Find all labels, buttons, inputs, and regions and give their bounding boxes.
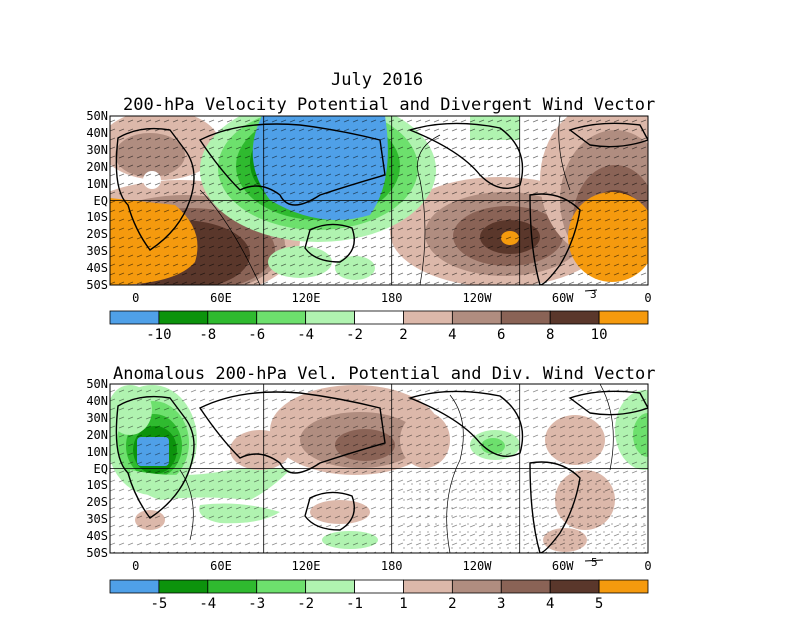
colorbar-swatch — [403, 579, 453, 594]
figure-title-date: July 2016 — [331, 70, 424, 90]
lat-tick-label: 40N — [86, 393, 108, 408]
lat-tick-label: 40S — [86, 529, 108, 544]
panel2-vector-ref-arrow — [584, 559, 604, 562]
lon-tick-label: 0 — [644, 559, 652, 573]
panel1-vector-ref-arrow — [584, 289, 598, 292]
lat-tick-label: 10N — [86, 176, 108, 191]
colorbar-tick-label: 3 — [497, 596, 506, 612]
colorbar-tick-label: -3 — [248, 596, 266, 612]
lat-tick-label: 10N — [86, 444, 108, 459]
colorbar-tick-label: -8 — [199, 327, 217, 343]
colorbar-tick-label: -1 — [346, 596, 363, 612]
colorbar-swatch — [256, 579, 307, 594]
panel1-frame — [109, 115, 649, 286]
colorbar-tick-label: 8 — [545, 327, 555, 343]
lat-tick-label: 20N — [86, 427, 108, 442]
panel1-contours — [199, 116, 571, 285]
colorbar-swatch — [403, 310, 453, 325]
lat-tick-label: EQ — [93, 461, 108, 476]
colorbar-swatch — [451, 310, 502, 325]
lat-tick-label: 40N — [86, 125, 108, 140]
lon-tick-label: 60E — [210, 291, 232, 305]
lat-tick-label: EQ — [93, 193, 108, 208]
colorbar-swatch — [305, 579, 355, 594]
colorbar-tick-label: -6 — [248, 327, 266, 343]
colorbar-tick-label: 4 — [545, 596, 555, 612]
colorbar-tick-label: -5 — [150, 596, 168, 612]
lat-tick-label: 50S — [86, 546, 108, 560]
colorbar-tick-label: -10 — [146, 327, 172, 343]
lat-tick-label: 30S — [86, 244, 108, 259]
colorbar-tick-label: 5 — [594, 596, 604, 612]
colorbar-swatch — [207, 579, 258, 594]
colorbar-tick-label: 10 — [590, 327, 608, 343]
lon-tick-label: 120E — [291, 559, 321, 573]
lat-tick-label: 20S — [86, 227, 108, 242]
colorbar-tick-label: -2 — [297, 596, 315, 612]
colorbar-tick-label: 2 — [448, 596, 457, 612]
colorbar-swatch — [109, 579, 160, 594]
panel2-title: Anomalous 200-hPa Vel. Potential and Div… — [113, 364, 656, 384]
lat-tick-label: 30N — [86, 142, 108, 157]
lat-tick-label: 10S — [86, 210, 108, 225]
colorbar-swatch — [158, 310, 209, 325]
lat-tick-label: 30S — [86, 512, 108, 527]
colorbar-swatch — [158, 579, 209, 594]
lon-tick-label: 0 — [644, 291, 652, 305]
lon-tick-label: 120W — [462, 291, 492, 305]
colorbar-swatch — [207, 310, 258, 325]
colorbar-swatch — [500, 310, 551, 325]
colorbar-tick-label: 4 — [448, 327, 457, 343]
colorbar-swatch — [598, 310, 649, 325]
lon-tick-label: 0 — [132, 291, 140, 305]
lon-tick-label: 60W — [551, 559, 574, 573]
colorbar-tick-label: 1 — [399, 596, 408, 612]
lat-tick-label: 30N — [86, 410, 108, 425]
colorbar-swatch — [109, 310, 160, 325]
panel1-title: 200-hPa Velocity Potential and Divergent… — [123, 95, 656, 115]
lat-tick-label: 50N — [86, 109, 108, 123]
colorbar-swatch — [549, 579, 600, 594]
lat-tick-label: 20N — [86, 159, 108, 174]
colorbar-tick-label: 6 — [497, 327, 506, 343]
panel1-vector-ref-label: 3 — [590, 288, 597, 301]
lat-tick-label: 10S — [86, 478, 108, 493]
lon-tick-label: 120E — [291, 291, 321, 305]
lon-tick-label: 60E — [210, 559, 232, 573]
colorbar-tick-label: 2 — [399, 327, 408, 343]
panel2-vector-ref-label: 5 — [591, 556, 598, 569]
colorbar-swatch — [305, 310, 355, 325]
lon-tick-label: 60W — [551, 291, 574, 305]
colorbar-tick-label: -2 — [346, 327, 363, 343]
colorbar-swatch — [354, 310, 404, 325]
lat-tick-label: 20S — [86, 495, 108, 510]
panel1-colorbar — [109, 310, 649, 325]
lat-tick-label: 50N — [86, 377, 108, 391]
colorbar-swatch — [549, 310, 600, 325]
panel2-colorbar — [109, 579, 649, 594]
lon-tick-label: 180 — [380, 559, 403, 573]
panel2-frame — [109, 383, 649, 554]
panel2-contours — [179, 384, 614, 553]
lon-tick-label: 180 — [380, 291, 403, 305]
colorbar-tick-label: -4 — [297, 327, 315, 343]
colorbar-swatch — [256, 310, 307, 325]
colorbar-swatch — [598, 579, 649, 594]
lon-tick-label: 0 — [132, 559, 140, 573]
panel1-map — [110, 116, 648, 285]
panel2-map — [110, 384, 648, 553]
lat-tick-label: 50S — [86, 278, 108, 292]
colorbar-tick-label: -4 — [199, 596, 217, 612]
lon-tick-label: 120W — [462, 559, 492, 573]
colorbar-swatch — [451, 579, 502, 594]
lat-tick-label: 40S — [86, 261, 108, 276]
colorbar-swatch — [500, 579, 551, 594]
colorbar-swatch — [354, 579, 404, 594]
